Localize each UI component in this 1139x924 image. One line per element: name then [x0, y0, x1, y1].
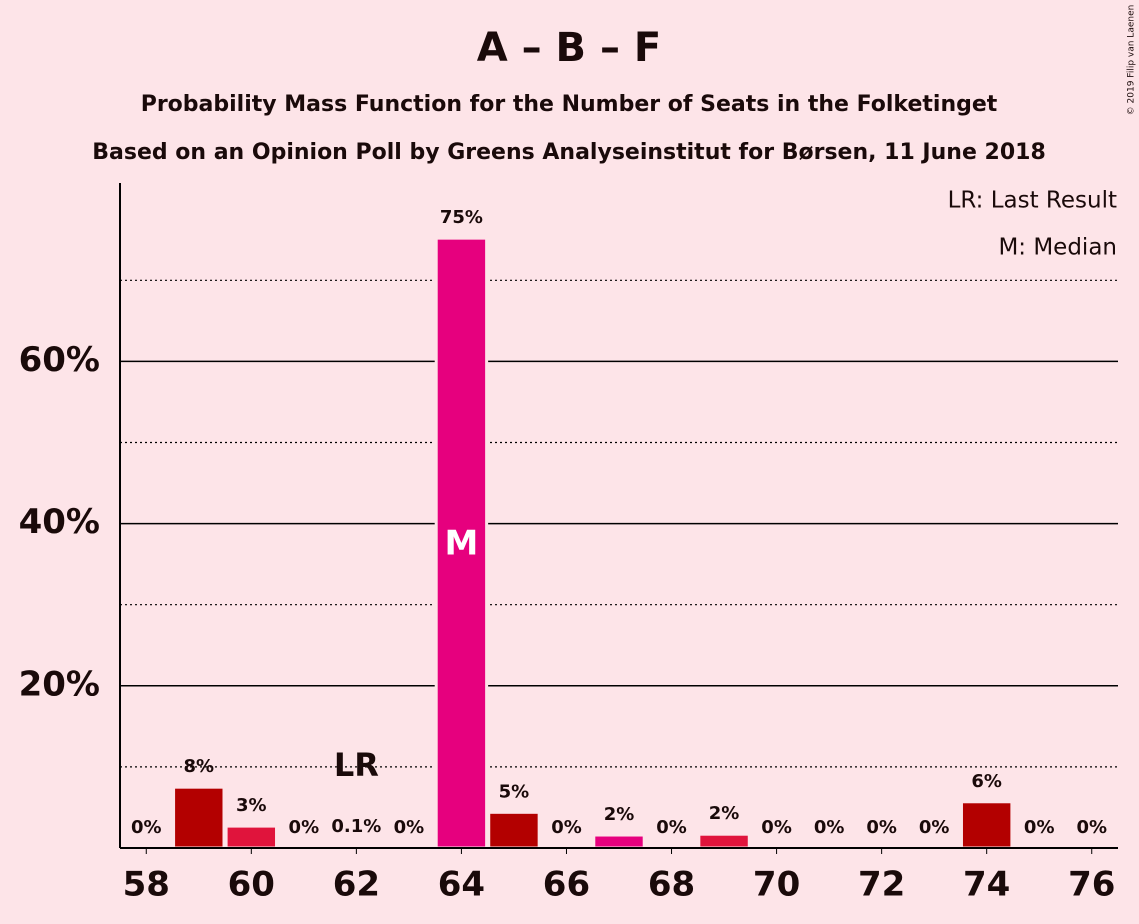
copyright: © 2019 Filip van Laenen — [1127, 5, 1137, 116]
value-label: 0.1% — [331, 816, 381, 837]
bar — [487, 810, 541, 850]
annotation: LR — [334, 746, 379, 784]
y-tick-label: 60% — [19, 340, 100, 380]
x-tick-label: 64 — [438, 865, 485, 905]
y-tick-label: 40% — [19, 502, 100, 542]
bar — [592, 833, 646, 850]
value-label: 0% — [394, 817, 425, 838]
chart-title: A – B – F — [477, 25, 661, 71]
legend-entry: M: Median — [998, 235, 1117, 261]
x-tick-label: 76 — [1068, 865, 1115, 905]
value-label: 0% — [131, 817, 162, 838]
value-label: 75% — [440, 207, 483, 228]
value-label: 0% — [814, 817, 845, 838]
x-tick-label: 74 — [963, 865, 1010, 905]
bar — [959, 800, 1014, 850]
x-tick-label: 68 — [648, 865, 695, 905]
legend-entry: LR: Last Result — [948, 188, 1117, 214]
annotation: M — [444, 524, 478, 564]
y-tick-label: 20% — [19, 664, 100, 704]
value-label: 0% — [761, 817, 792, 838]
subtitle: Based on an Opinion Poll by Greens Analy… — [92, 140, 1046, 165]
x-tick-label: 58 — [123, 865, 170, 905]
bar — [172, 785, 226, 850]
bar — [224, 824, 279, 850]
value-label: 5% — [499, 781, 530, 802]
x-tick-label: 60 — [228, 865, 275, 905]
value-label: 0% — [289, 817, 320, 838]
value-label: 0% — [919, 817, 950, 838]
value-label: 2% — [709, 803, 740, 824]
value-label: 0% — [1024, 817, 1055, 838]
bar — [434, 236, 489, 850]
value-label: 0% — [551, 817, 582, 838]
value-label: 0% — [1076, 817, 1107, 838]
value-label: 0% — [866, 817, 897, 838]
value-label: 6% — [971, 771, 1002, 792]
value-label: 2% — [604, 804, 635, 825]
x-tick-label: 62 — [333, 865, 380, 905]
subtitle: Probability Mass Function for the Number… — [141, 92, 998, 117]
value-label: 3% — [236, 795, 267, 816]
x-tick-label: 66 — [543, 865, 590, 905]
value-label: 0% — [656, 817, 687, 838]
value-label: 8% — [184, 756, 215, 777]
x-tick-label: 72 — [858, 865, 905, 905]
x-tick-label: 70 — [753, 865, 800, 905]
bar — [697, 832, 751, 850]
